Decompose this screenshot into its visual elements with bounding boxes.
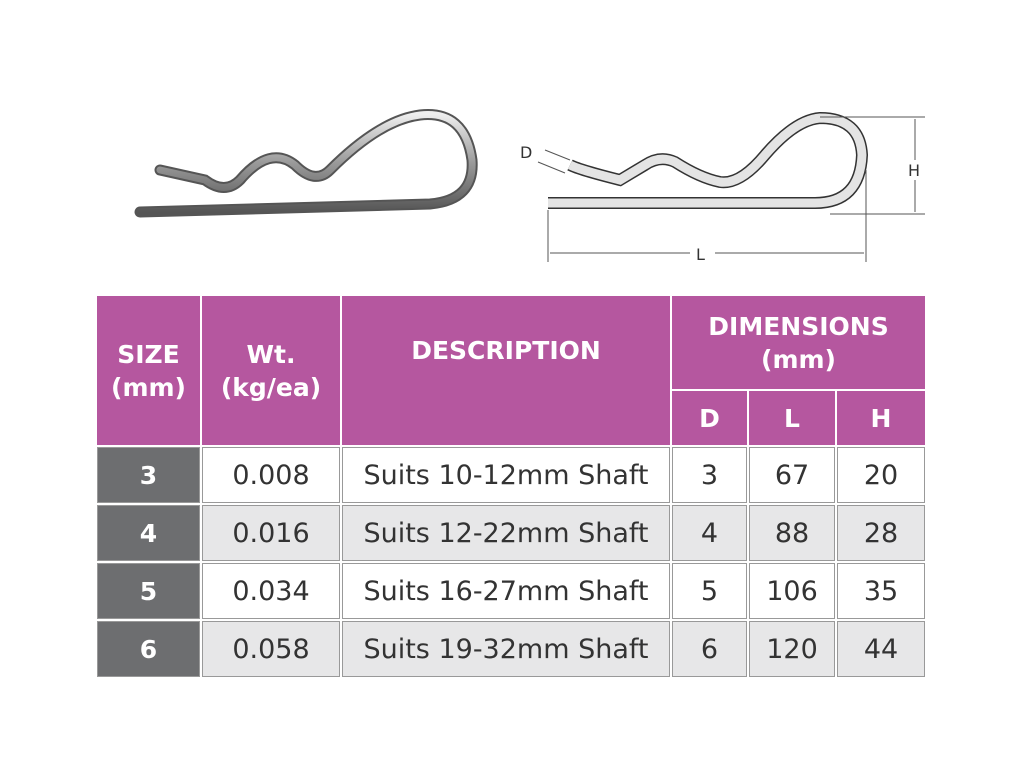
header-d: D <box>672 391 747 445</box>
header-weight: Wt. (kg/ea) <box>202 296 340 445</box>
cell-size: 6 <box>97 621 200 677</box>
cell-weight: 0.034 <box>202 563 340 619</box>
cell-size: 5 <box>97 563 200 619</box>
cell-d: 4 <box>672 505 747 561</box>
cell-l: 67 <box>749 447 835 503</box>
spec-table: SIZE (mm) Wt. (kg/ea) DESCRIPTION DIMENS… <box>95 294 927 679</box>
table-row: 4 0.016 Suits 12-22mm Shaft 4 88 28 <box>97 505 925 561</box>
r-clip-dimension-drawing: D L H <box>520 111 925 264</box>
cell-description: Suits 12-22mm Shaft <box>342 505 670 561</box>
table-row: 3 0.008 Suits 10-12mm Shaft 3 67 20 <box>97 447 925 503</box>
cell-d: 6 <box>672 621 747 677</box>
header-size: SIZE (mm) <box>97 296 200 445</box>
header-h: H <box>837 391 925 445</box>
cell-d: 5 <box>672 563 747 619</box>
cell-h: 28 <box>837 505 925 561</box>
dimension-label-l: L <box>696 245 705 264</box>
cell-weight: 0.016 <box>202 505 340 561</box>
cell-weight: 0.058 <box>202 621 340 677</box>
cell-weight: 0.008 <box>202 447 340 503</box>
cell-description: Suits 10-12mm Shaft <box>342 447 670 503</box>
cell-size: 3 <box>97 447 200 503</box>
cell-h: 20 <box>837 447 925 503</box>
table-row: 6 0.058 Suits 19-32mm Shaft 6 120 44 <box>97 621 925 677</box>
dimension-label-d: D <box>520 143 532 162</box>
table-row: 5 0.034 Suits 16-27mm Shaft 5 106 35 <box>97 563 925 619</box>
cell-h: 35 <box>837 563 925 619</box>
cell-l: 106 <box>749 563 835 619</box>
header-l: L <box>749 391 835 445</box>
header-description: DESCRIPTION <box>342 296 670 445</box>
cell-description: Suits 16-27mm Shaft <box>342 563 670 619</box>
cell-h: 44 <box>837 621 925 677</box>
r-clip-photo <box>134 109 478 218</box>
cell-l: 88 <box>749 505 835 561</box>
cell-size: 4 <box>97 505 200 561</box>
dimension-label-h: H <box>908 161 920 180</box>
cell-description: Suits 19-32mm Shaft <box>342 621 670 677</box>
cell-d: 3 <box>672 447 747 503</box>
header-dimensions: DIMENSIONS (mm) <box>672 296 925 389</box>
cell-l: 120 <box>749 621 835 677</box>
